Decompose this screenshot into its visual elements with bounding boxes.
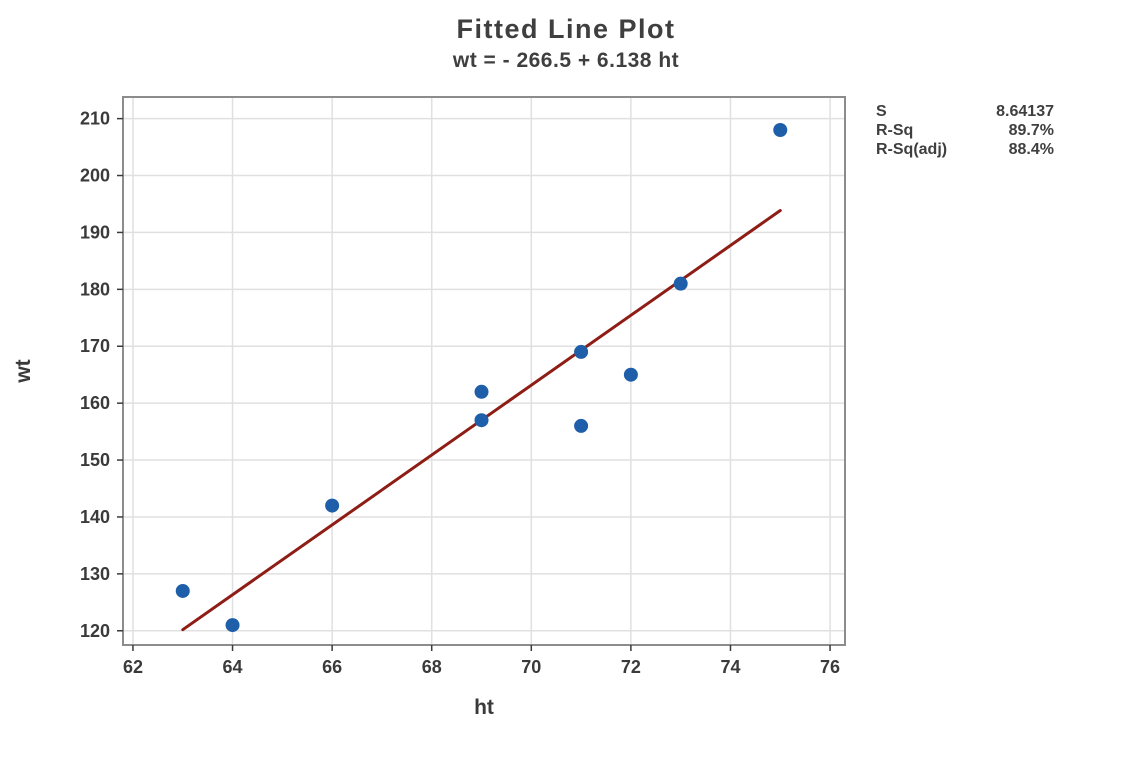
y-tick-label: 130 bbox=[80, 564, 110, 584]
y-tick-label: 210 bbox=[80, 109, 110, 129]
x-axis-label: ht bbox=[474, 696, 494, 719]
data-point bbox=[175, 583, 190, 598]
stats-row: R-Sq(adj) 88.4% bbox=[876, 140, 1054, 159]
x-tick-label: 66 bbox=[322, 657, 342, 677]
stat-label: S bbox=[876, 103, 887, 120]
y-tick-label: 120 bbox=[80, 621, 110, 641]
stat-value: 88.4% bbox=[1008, 141, 1054, 158]
x-tick-label: 74 bbox=[720, 657, 740, 677]
data-point bbox=[574, 344, 589, 359]
y-axis-label: wt bbox=[12, 359, 35, 383]
stat-label: R-Sq(adj) bbox=[876, 141, 948, 158]
data-point bbox=[474, 384, 489, 399]
data-point bbox=[773, 123, 788, 138]
chart-subtitle-regression-equation: wt = - 266.5 + 6.138 ht bbox=[452, 49, 680, 72]
stat-value: 8.64137 bbox=[996, 103, 1054, 120]
data-point bbox=[623, 367, 638, 382]
data-point bbox=[574, 418, 589, 433]
y-tick-label: 200 bbox=[80, 166, 110, 186]
chart-title: Fitted Line Plot bbox=[456, 14, 676, 44]
y-tick-label: 180 bbox=[80, 279, 110, 299]
data-point bbox=[673, 276, 688, 291]
y-tick-label: 140 bbox=[80, 507, 110, 527]
y-tick-label: 170 bbox=[80, 336, 110, 356]
y-tick-label: 160 bbox=[80, 393, 110, 413]
x-tick-label: 62 bbox=[123, 657, 143, 677]
x-tick-label: 72 bbox=[621, 657, 641, 677]
x-tick-label: 68 bbox=[422, 657, 442, 677]
stat-label: R-Sq bbox=[876, 122, 914, 139]
y-tick-label: 190 bbox=[80, 222, 110, 242]
data-point bbox=[325, 498, 340, 513]
stat-value: 89.7% bbox=[1008, 122, 1054, 139]
model-summary-stats-panel: S 8.64137 R-Sq 89.7% R-Sq(adj) 88.4% bbox=[876, 102, 1054, 159]
data-point bbox=[225, 618, 240, 633]
x-tick-label: 76 bbox=[820, 657, 840, 677]
x-tick-label: 70 bbox=[521, 657, 541, 677]
y-tick-label: 150 bbox=[80, 450, 110, 470]
data-point bbox=[474, 413, 489, 428]
stats-row: S 8.64137 bbox=[876, 102, 1054, 121]
x-tick-label: 64 bbox=[223, 657, 243, 677]
stats-row: R-Sq 89.7% bbox=[876, 121, 1054, 140]
plot-frame bbox=[122, 96, 846, 646]
